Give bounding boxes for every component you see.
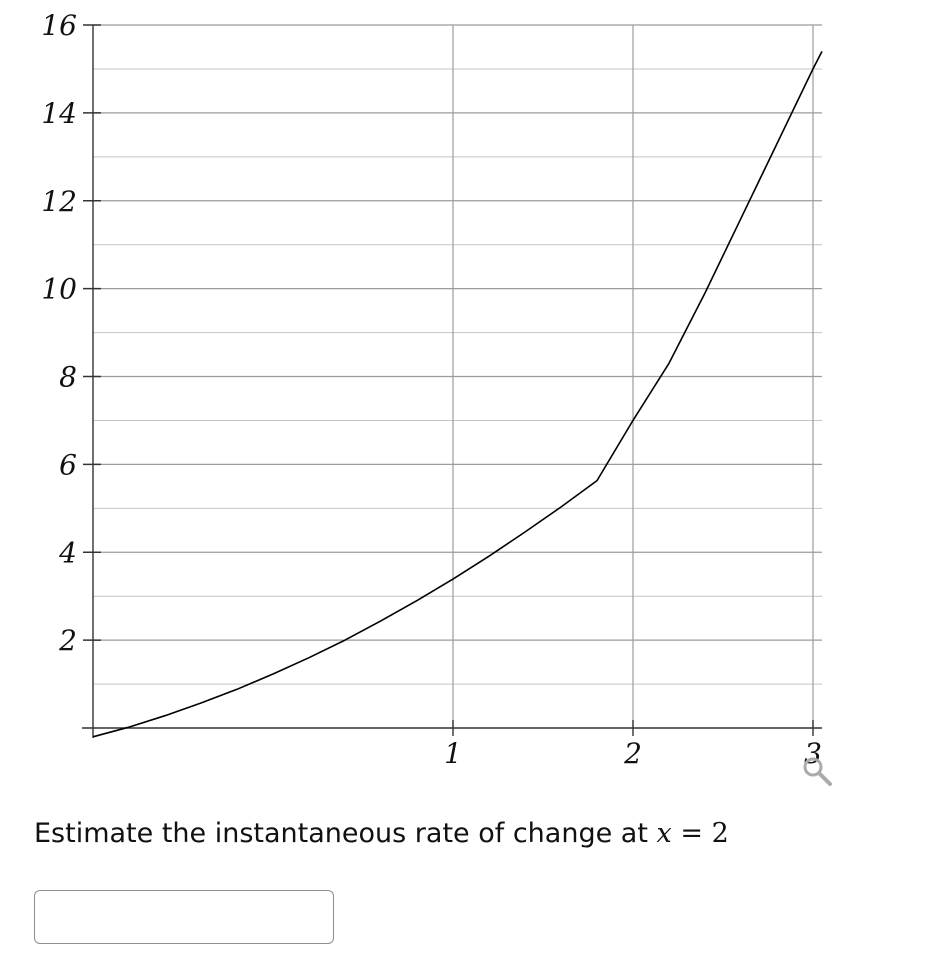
x-tick-label: 1: [444, 737, 462, 770]
question-variable: x: [656, 818, 672, 849]
zoom-icon[interactable]: [803, 757, 832, 786]
magnifier-lens: [803, 757, 823, 777]
answer-input[interactable]: [34, 890, 334, 944]
function-curve: [92, 51, 823, 738]
y-tick-label: 6: [59, 448, 77, 481]
y-tick-label: 4: [58, 536, 77, 569]
x-tick-label: 2: [623, 737, 642, 770]
y-tick-label: 16: [41, 9, 77, 42]
chart-curve: [92, 51, 823, 738]
y-tick-label: 10: [41, 273, 77, 306]
question-prompt: Estimate the instantaneous rate of chang…: [34, 818, 729, 849]
question-value: 2: [711, 818, 729, 849]
magnifier-handle: [817, 771, 832, 786]
question-text: Estimate the instantaneous rate of chang…: [34, 818, 648, 849]
y-tick-label: 14: [41, 97, 77, 130]
chart-grid: [93, 24, 822, 728]
y-tick-label: 8: [59, 361, 77, 394]
question-equals: =: [680, 818, 703, 849]
y-tick-label: 12: [41, 185, 77, 218]
chart-axes: [82, 25, 822, 738]
y-tick-label: 2: [58, 624, 77, 657]
